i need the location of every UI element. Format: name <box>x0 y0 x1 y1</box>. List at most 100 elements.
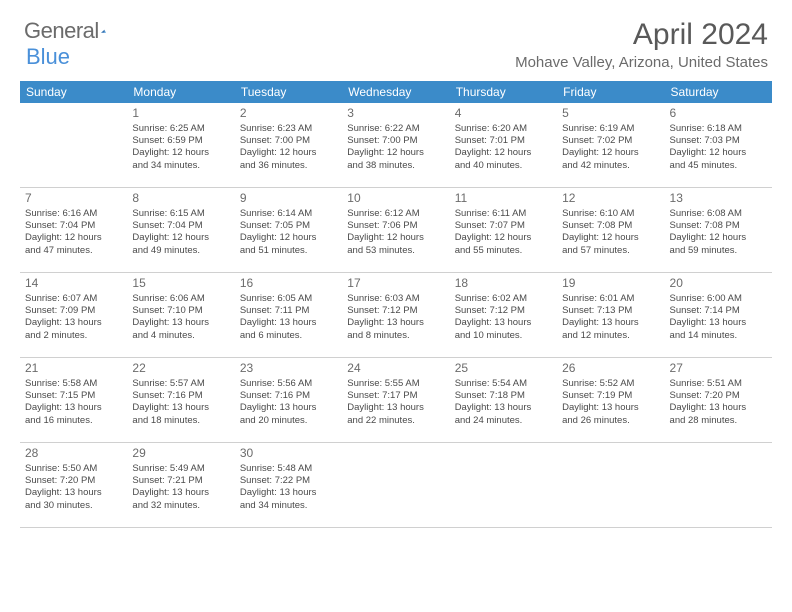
calendar-day: 15Sunrise: 6:06 AMSunset: 7:10 PMDayligh… <box>127 273 234 357</box>
weekday-header: Thursday <box>450 81 557 103</box>
daylight-text: Daylight: 12 hours <box>562 147 659 159</box>
sunset-text: Sunset: 7:09 PM <box>25 305 122 317</box>
sunrise-text: Sunrise: 5:58 AM <box>25 378 122 390</box>
sunset-text: Sunset: 7:12 PM <box>455 305 552 317</box>
day-number: 20 <box>670 276 767 292</box>
sunset-text: Sunset: 7:08 PM <box>670 220 767 232</box>
sunrise-text: Sunrise: 6:18 AM <box>670 123 767 135</box>
calendar-day: 16Sunrise: 6:05 AMSunset: 7:11 PMDayligh… <box>235 273 342 357</box>
daylight-text: Daylight: 13 hours <box>347 402 444 414</box>
calendar-day: 4Sunrise: 6:20 AMSunset: 7:01 PMDaylight… <box>450 103 557 187</box>
daylight-text: Daylight: 13 hours <box>240 487 337 499</box>
daylight-text: Daylight: 13 hours <box>132 487 229 499</box>
daylight-text: and 53 minutes. <box>347 245 444 257</box>
sunrise-text: Sunrise: 5:52 AM <box>562 378 659 390</box>
day-number: 19 <box>562 276 659 292</box>
sunset-text: Sunset: 7:04 PM <box>132 220 229 232</box>
daylight-text: Daylight: 12 hours <box>132 232 229 244</box>
daylight-text: Daylight: 13 hours <box>455 402 552 414</box>
daylight-text: Daylight: 13 hours <box>132 402 229 414</box>
calendar-week: 21Sunrise: 5:58 AMSunset: 7:15 PM Dayligh… <box>20 358 772 443</box>
weekday-header: Saturday <box>665 81 772 103</box>
sunrise-text: Sunrise: 6:15 AM <box>132 208 229 220</box>
sunrise-text: Sunrise: 6:12 AM <box>347 208 444 220</box>
sunset-text: Sunset: 7:04 PM <box>25 220 122 232</box>
triangle-icon <box>101 22 106 40</box>
daylight-text: Daylight: 13 hours <box>132 317 229 329</box>
daylight-text: and 32 minutes. <box>132 500 229 512</box>
calendar-day: 19Sunrise: 6:01 AMSunset: 7:13 PMDayligh… <box>557 273 664 357</box>
sunset-text: Sunset: 7:03 PM <box>670 135 767 147</box>
daylight-text: and 59 minutes. <box>670 245 767 257</box>
day-number: 28 <box>25 446 122 462</box>
weekday-header: Wednesday <box>342 81 449 103</box>
day-number: 8 <box>132 191 229 207</box>
calendar-day: 8Sunrise: 6:15 AMSunset: 7:04 PMDaylight… <box>127 188 234 272</box>
day-number: 6 <box>670 106 767 122</box>
calendar-day: 30Sunrise: 5:48 AMSunset: 7:22 PMDayligh… <box>235 443 342 527</box>
sunset-text: Sunset: 7:11 PM <box>240 305 337 317</box>
sunset-text: Sunset: 7:13 PM <box>562 305 659 317</box>
calendar: SundayMondayTuesdayWednesdayThursdayFrid… <box>20 81 772 528</box>
daylight-text: and 57 minutes. <box>562 245 659 257</box>
sunrise-text: Sunrise: 6:02 AM <box>455 293 552 305</box>
day-number: 10 <box>347 191 444 207</box>
calendar-day: 9Sunrise: 6:14 AMSunset: 7:05 PMDaylight… <box>235 188 342 272</box>
weekday-header: Sunday <box>20 81 127 103</box>
sunset-text: Sunset: 7:10 PM <box>132 305 229 317</box>
daylight-text: and 24 minutes. <box>455 415 552 427</box>
weekday-header: Monday <box>127 81 234 103</box>
daylight-text: and 10 minutes. <box>455 330 552 342</box>
sunset-text: Sunset: 7:02 PM <box>562 135 659 147</box>
sunset-text: Sunset: 7:19 PM <box>562 390 659 402</box>
sunset-text: Sunset: 7:21 PM <box>132 475 229 487</box>
calendar-day: 26Sunrise: 5:52 AMSunset: 7:19 PMDayligh… <box>557 358 664 442</box>
daylight-text: and 26 minutes. <box>562 415 659 427</box>
logo-text-general: General <box>24 18 99 44</box>
sunrise-text: Sunrise: 6:00 AM <box>670 293 767 305</box>
calendar-day: 17Sunrise: 6:03 AMSunset: 7:12 PMDayligh… <box>342 273 449 357</box>
calendar-day: 11Sunrise: 6:11 AMSunset: 7:07 PMDayligh… <box>450 188 557 272</box>
calendar-day: 27Sunrise: 5:51 AMSunset: 7:20 PMDayligh… <box>665 358 772 442</box>
day-number: 5 <box>562 106 659 122</box>
sunset-text: Sunset: 7:18 PM <box>455 390 552 402</box>
daylight-text: and 30 minutes. <box>25 500 122 512</box>
day-number: 24 <box>347 361 444 377</box>
daylight-text: Daylight: 12 hours <box>562 232 659 244</box>
daylight-text: Daylight: 13 hours <box>562 317 659 329</box>
day-number: 2 <box>240 106 337 122</box>
day-number: 22 <box>132 361 229 377</box>
calendar-day: 12Sunrise: 6:10 AMSunset: 7:08 PMDayligh… <box>557 188 664 272</box>
day-number: 9 <box>240 191 337 207</box>
day-number: 27 <box>670 361 767 377</box>
day-number: 11 <box>455 191 552 207</box>
daylight-text: and 55 minutes. <box>455 245 552 257</box>
day-number: 15 <box>132 276 229 292</box>
day-number: 16 <box>240 276 337 292</box>
daylight-text: Daylight: 13 hours <box>25 487 122 499</box>
sunset-text: Sunset: 7:08 PM <box>562 220 659 232</box>
daylight-text: and 45 minutes. <box>670 160 767 172</box>
calendar-day: 20Sunrise: 6:00 AMSunset: 7:14 PMDayligh… <box>665 273 772 357</box>
daylight-text: Daylight: 12 hours <box>25 232 122 244</box>
sunset-text: Sunset: 7:15 PM <box>25 390 122 402</box>
sunrise-text: Sunrise: 5:50 AM <box>25 463 122 475</box>
daylight-text: and 16 minutes. <box>25 415 122 427</box>
daylight-text: and 28 minutes. <box>670 415 767 427</box>
sunrise-text: Sunrise: 5:55 AM <box>347 378 444 390</box>
calendar-week: 1Sunrise: 6:25 AMSunset: 6:59 PMDaylight… <box>20 103 772 188</box>
daylight-text: and 51 minutes. <box>240 245 337 257</box>
daylight-text: and 4 minutes. <box>132 330 229 342</box>
day-number: 4 <box>455 106 552 122</box>
calendar-day: 21Sunrise: 5:58 AMSunset: 7:15 PMDayligh… <box>20 358 127 442</box>
calendar-week: 7Sunrise: 6:16 AMSunset: 7:04 PMDaylight… <box>20 188 772 273</box>
sunset-text: Sunset: 7:14 PM <box>670 305 767 317</box>
day-number: 21 <box>25 361 122 377</box>
calendar-day: 2Sunrise: 6:23 AMSunset: 7:00 PMDaylight… <box>235 103 342 187</box>
sunset-text: Sunset: 7:12 PM <box>347 305 444 317</box>
sunset-text: Sunset: 7:22 PM <box>240 475 337 487</box>
calendar-day: 28Sunrise: 5:50 AMSunset: 7:20 PMDayligh… <box>20 443 127 527</box>
day-number: 26 <box>562 361 659 377</box>
calendar-day: 22Sunrise: 5:57 AMSunset: 7:16 PMDayligh… <box>127 358 234 442</box>
calendar-day: 23Sunrise: 5:56 AMSunset: 7:16 PMDayligh… <box>235 358 342 442</box>
